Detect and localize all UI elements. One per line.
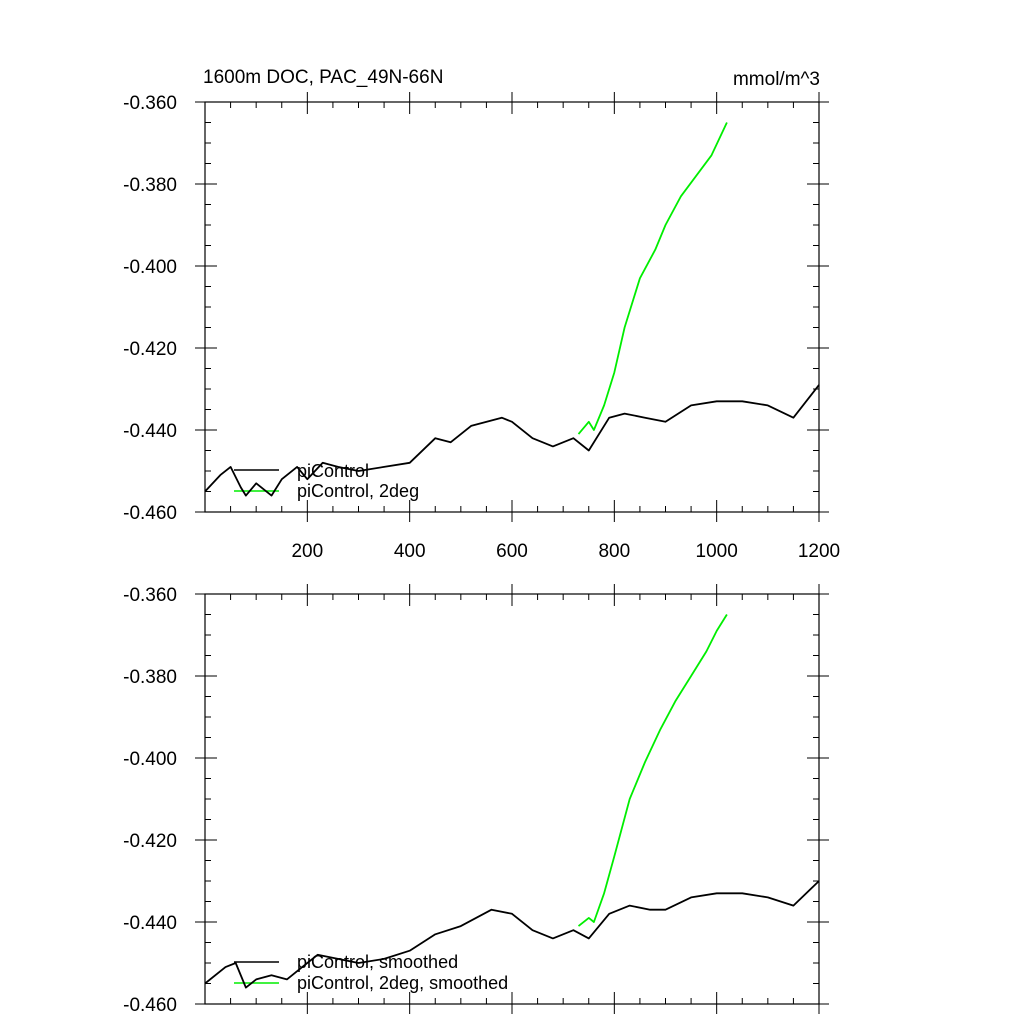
legend-label-picontrol-2deg: piControl, 2deg xyxy=(297,481,419,501)
legend-label-picontrol-smoothed: piControl, smoothed xyxy=(297,952,458,972)
y-tick-label: -0.440 xyxy=(123,421,177,442)
chart-panel-bottom: -0.360 -0.380 -0.400 -0.420 -0.440 -0.460 piC… xyxy=(123,584,829,1016)
series-line-picontrol-2deg xyxy=(577,122,728,435)
x-tick-label: 200 xyxy=(291,541,323,562)
y-tick-label: -0.460 xyxy=(123,503,177,524)
y-tick-label: -0.420 xyxy=(123,339,177,360)
x-tick-label: 1200 xyxy=(798,541,840,562)
y-tick-label: -0.360 xyxy=(123,93,177,114)
y-tick-label: -0.420 xyxy=(123,831,177,852)
y-tick-label: -0.380 xyxy=(123,175,177,196)
y-tick-label: -0.460 xyxy=(123,995,177,1016)
plot-frame-top xyxy=(204,101,820,513)
legend-top: piControl piControl, 2deg xyxy=(234,461,419,501)
axis-ticks-bottom xyxy=(205,584,820,1014)
y-tick-label: -0.440 xyxy=(123,913,177,934)
y-tick-label: -0.400 xyxy=(123,257,177,278)
units-label: mmol/m^3 xyxy=(733,69,820,90)
y-axis-labels-bottom: -0.360 -0.380 -0.400 -0.420 -0.440 -0.460 xyxy=(123,585,829,1016)
series-line-picontrol-2deg-smoothed xyxy=(577,614,728,927)
legend-label-picontrol-2deg-smoothed: piControl, 2deg, smoothed xyxy=(297,973,508,993)
y-tick-label: -0.360 xyxy=(123,585,177,606)
plot-frame-bottom xyxy=(204,593,820,1005)
x-tick-label: 800 xyxy=(598,541,630,562)
series-lines-top xyxy=(204,122,820,497)
x-tick-label: 400 xyxy=(394,541,426,562)
axis-ticks-top xyxy=(205,92,820,522)
x-axis-labels-top: 200 400 600 800 1000 1200 xyxy=(291,541,840,562)
y-axis-labels-top: -0.360 -0.380 -0.400 -0.420 -0.440 -0.460 xyxy=(123,93,829,524)
y-tick-label: -0.400 xyxy=(123,749,177,770)
legend-label-picontrol: piControl xyxy=(297,461,369,481)
x-tick-label: 1000 xyxy=(696,541,738,562)
series-line-picontrol-smoothed xyxy=(204,880,820,989)
series-line-picontrol xyxy=(204,384,820,497)
series-lines-bottom xyxy=(204,614,820,989)
chart-panel-top: -0.360 -0.380 -0.400 -0.420 -0.440 -0.460 200… xyxy=(123,92,840,562)
y-tick-label: -0.380 xyxy=(123,667,177,688)
x-tick-label: 600 xyxy=(496,541,528,562)
legend-bottom: piControl, smoothed piControl, 2deg, smo… xyxy=(234,952,508,993)
figure-title: 1600m DOC, PAC_49N-66N xyxy=(203,67,443,88)
